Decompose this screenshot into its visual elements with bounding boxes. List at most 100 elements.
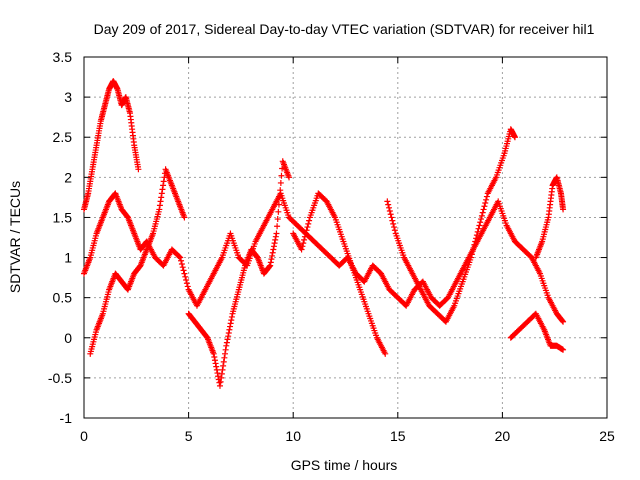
data-point — [225, 333, 232, 340]
data-point — [272, 236, 279, 243]
data-point — [388, 214, 395, 221]
x-tick-label: 10 — [285, 428, 301, 444]
data-point — [560, 206, 567, 213]
data-point — [511, 134, 518, 141]
data-point — [160, 178, 167, 185]
data-point — [475, 225, 482, 232]
data-point — [158, 190, 165, 197]
data-point — [220, 362, 227, 369]
y-tick-label: -1 — [60, 410, 73, 426]
data-point — [276, 194, 283, 201]
data-point — [211, 357, 218, 364]
data-point — [218, 370, 225, 377]
data-point — [269, 252, 276, 259]
data-point — [221, 354, 228, 361]
data-point — [389, 217, 396, 224]
x-tick-label: 20 — [495, 428, 511, 444]
data-point — [385, 201, 392, 208]
data-point — [477, 219, 484, 226]
data-point — [473, 235, 480, 242]
data-point — [226, 326, 233, 333]
data-point — [156, 202, 163, 209]
y-tick-label: -0.5 — [48, 370, 72, 386]
data-point — [301, 236, 308, 243]
data-point — [184, 283, 191, 290]
data-point — [386, 204, 393, 211]
data-point — [220, 358, 227, 365]
data-point — [301, 233, 308, 240]
data-point — [178, 260, 185, 267]
data-point — [274, 216, 281, 223]
data-point — [269, 249, 276, 256]
data-point — [218, 374, 225, 381]
data-point — [273, 230, 280, 237]
data-point — [387, 211, 394, 218]
data-point — [270, 243, 277, 250]
data-point — [384, 198, 391, 205]
data-point — [216, 382, 223, 389]
data-point — [478, 212, 485, 219]
data-point — [214, 370, 221, 377]
grid-lines — [84, 57, 607, 418]
data-point — [160, 182, 167, 189]
data-point — [304, 224, 311, 231]
data-point — [479, 209, 486, 216]
data-point — [223, 342, 230, 349]
y-tick-label: 2.5 — [53, 129, 73, 145]
data-point — [386, 208, 393, 215]
data-point — [302, 230, 309, 237]
data-point — [268, 256, 275, 263]
data-point — [298, 246, 305, 253]
data-point — [482, 200, 489, 207]
x-axis-label: GPS time / hours — [291, 457, 398, 473]
data-point — [224, 336, 231, 343]
data-point — [227, 323, 234, 330]
y-tick-label: 3.5 — [53, 49, 73, 65]
data-point — [225, 329, 232, 336]
y-tick-label: 1.5 — [53, 209, 73, 225]
data-point — [480, 206, 487, 213]
data-point — [275, 201, 282, 208]
data-point — [278, 172, 285, 179]
y-axis-label: SDTVAR / TECUs — [7, 181, 23, 293]
data-point — [473, 232, 480, 239]
data-point — [215, 373, 222, 380]
data-point — [156, 206, 163, 213]
y-tick-label: 0.5 — [53, 290, 73, 306]
y-tick-label: 2 — [64, 169, 72, 185]
data-point — [211, 354, 218, 361]
y-tick-label: 0 — [64, 330, 72, 346]
data-point — [181, 270, 188, 277]
chart-title: Day 209 of 2017, Sidereal Day-to-day VTE… — [94, 21, 595, 37]
data-point — [560, 346, 567, 353]
data-point — [390, 220, 397, 227]
data-point — [382, 350, 389, 357]
data-point — [483, 193, 490, 200]
data-point — [158, 194, 165, 201]
data-point — [267, 259, 274, 266]
data-point — [227, 320, 234, 327]
data-point — [177, 254, 184, 261]
data-point — [481, 203, 488, 210]
data-point — [223, 339, 230, 346]
data-point — [216, 379, 223, 386]
data-point — [217, 378, 224, 385]
data-point — [277, 179, 284, 186]
data-point — [176, 253, 183, 260]
data-point — [468, 251, 475, 258]
data-point — [159, 186, 166, 193]
data-point — [472, 238, 479, 245]
y-tick-label: 3 — [64, 89, 72, 105]
data-point — [303, 227, 310, 234]
data-point — [183, 280, 190, 287]
data-point — [476, 222, 483, 229]
data-point — [300, 240, 307, 247]
data-point — [219, 366, 226, 373]
y-axis: -1 -0.5 0 0.5 1 1.5 2 2.5 3 3.5 — [48, 49, 607, 426]
data-point — [470, 244, 477, 251]
data-point — [181, 214, 188, 221]
data-point — [391, 224, 398, 231]
data-point — [179, 264, 186, 271]
data-point — [483, 196, 490, 203]
